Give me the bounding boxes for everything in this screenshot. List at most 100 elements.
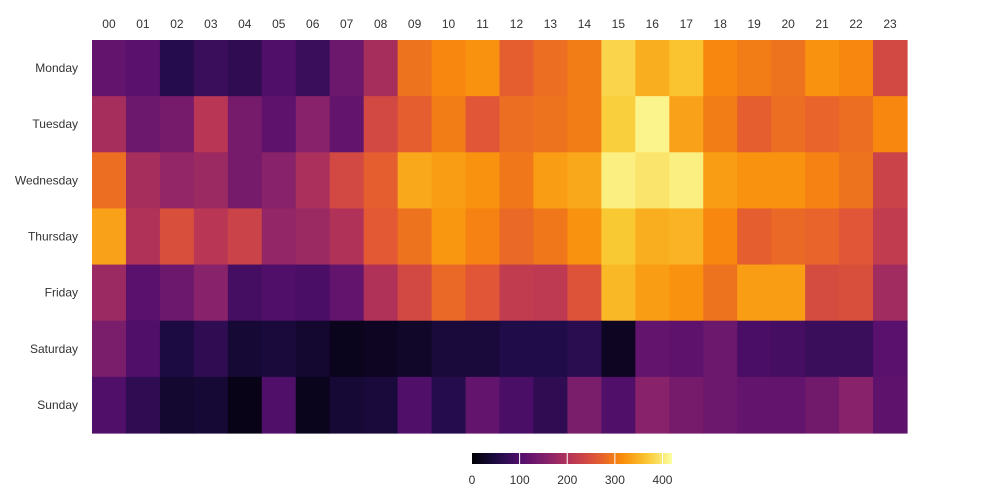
x-tick-label: 10: [442, 17, 456, 31]
heatmap-cell: [431, 208, 467, 266]
heatmap-cell: [193, 264, 229, 322]
x-tick-label: 00: [102, 17, 116, 31]
heatmap-cell: [601, 320, 636, 378]
y-tick-label: Saturday: [30, 342, 78, 356]
x-tick-label: 03: [204, 17, 218, 31]
x-tick-label: 09: [408, 17, 422, 31]
heatmap-cell: [465, 40, 501, 97]
heatmap-cell: [703, 376, 738, 434]
heatmap-cell: [873, 264, 908, 322]
heatmap-cell: [431, 152, 467, 210]
heatmap-cell: [431, 40, 467, 97]
heatmap-cell: [159, 376, 195, 434]
heatmap-cell: [737, 264, 772, 322]
heatmap-cell: [227, 264, 263, 322]
heatmap-cell: [567, 376, 602, 434]
heatmap-cell: [295, 264, 331, 322]
heatmap-cell: [92, 152, 127, 210]
heatmap-cell: [635, 208, 670, 266]
x-tick-label: 11: [476, 17, 489, 31]
heatmap-cell: [193, 320, 229, 378]
heatmap-cell: [363, 40, 399, 97]
heatmap-cell: [227, 40, 263, 97]
heatmap-cells: [92, 40, 908, 434]
heatmap-cell: [805, 152, 840, 210]
heatmap-cell: [125, 152, 161, 210]
y-tick-label: Sunday: [37, 398, 78, 412]
heatmap-cell: [193, 152, 229, 210]
heatmap-cell: [601, 376, 636, 434]
heatmap-cell: [839, 376, 874, 434]
x-tick-label: 13: [544, 17, 558, 31]
heatmap-cell: [261, 264, 297, 322]
heatmap-cell: [363, 96, 399, 153]
heatmap-cell: [635, 152, 670, 210]
heatmap-cell: [873, 376, 908, 434]
color-legend-bar: [472, 453, 672, 464]
legend-tick-label: 300: [605, 473, 625, 487]
heatmap-cell: [839, 208, 874, 266]
heatmap-cell: [363, 264, 399, 322]
heatmap-cell: [193, 96, 229, 153]
heatmap-cell: [92, 96, 127, 153]
heatmap-cell: [295, 96, 331, 153]
heatmap-cell: [397, 40, 433, 97]
heatmap-cell: [839, 152, 874, 210]
heatmap-cell: [193, 208, 229, 266]
heatmap-cell: [397, 376, 433, 434]
heatmap-cell: [771, 40, 806, 97]
heatmap-cell: [567, 152, 602, 210]
heatmap-cell: [533, 376, 569, 434]
heatmap-cell: [329, 320, 365, 378]
heatmap-cell: [363, 320, 399, 378]
heatmap-cell: [533, 40, 569, 97]
heatmap-cell: [193, 376, 229, 434]
heatmap-cell: [771, 152, 806, 210]
heatmap-cell: [839, 40, 874, 97]
heatmap-cell: [397, 320, 433, 378]
heatmap-cell: [329, 96, 365, 153]
heatmap-cell: [363, 152, 399, 210]
heatmap-cell: [499, 152, 535, 210]
heatmap-cell: [261, 376, 297, 434]
heatmap-cell: [873, 40, 908, 97]
heatmap-cell: [125, 376, 161, 434]
heatmap-cell: [227, 376, 263, 434]
heatmap-cell: [92, 40, 127, 97]
heatmap-cell: [125, 208, 161, 266]
heatmap-cell: [431, 96, 467, 153]
heatmap-cell: [92, 208, 127, 266]
heatmap-cell: [261, 152, 297, 210]
heatmap-cell: [397, 152, 433, 210]
heatmap-cell: [193, 40, 229, 97]
heatmap-cell: [92, 320, 127, 378]
heatmap-cell: [159, 320, 195, 378]
heatmap-cell: [397, 208, 433, 266]
heatmap-cell: [567, 96, 602, 153]
heatmap-cell: [431, 264, 467, 322]
legend-tick-label: 400: [652, 473, 672, 487]
heatmap-cell: [567, 208, 602, 266]
heatmap-cell: [261, 96, 297, 153]
heatmap-cell: [125, 320, 161, 378]
heatmap-cell: [159, 152, 195, 210]
heatmap-cell: [261, 40, 297, 97]
heatmap-cell: [533, 320, 569, 378]
heatmap-cell: [805, 376, 840, 434]
heatmap-cell: [465, 152, 501, 210]
legend-tick-label: 100: [510, 473, 530, 487]
heatmap-cell: [397, 96, 433, 153]
heatmap-cell: [499, 320, 535, 378]
heatmap-cell: [805, 320, 840, 378]
heatmap-cell: [703, 208, 738, 266]
y-tick-label: Wednesday: [15, 173, 78, 187]
heatmap-cell: [771, 208, 806, 266]
heatmap-cell: [465, 320, 501, 378]
heatmap-cell: [499, 264, 535, 322]
x-tick-label: 18: [714, 17, 728, 31]
heatmap-cell: [329, 152, 365, 210]
heatmap-cell: [329, 376, 365, 434]
heatmap-cell: [329, 208, 365, 266]
heatmap-cell: [703, 320, 738, 378]
heatmap-cell: [159, 208, 195, 266]
